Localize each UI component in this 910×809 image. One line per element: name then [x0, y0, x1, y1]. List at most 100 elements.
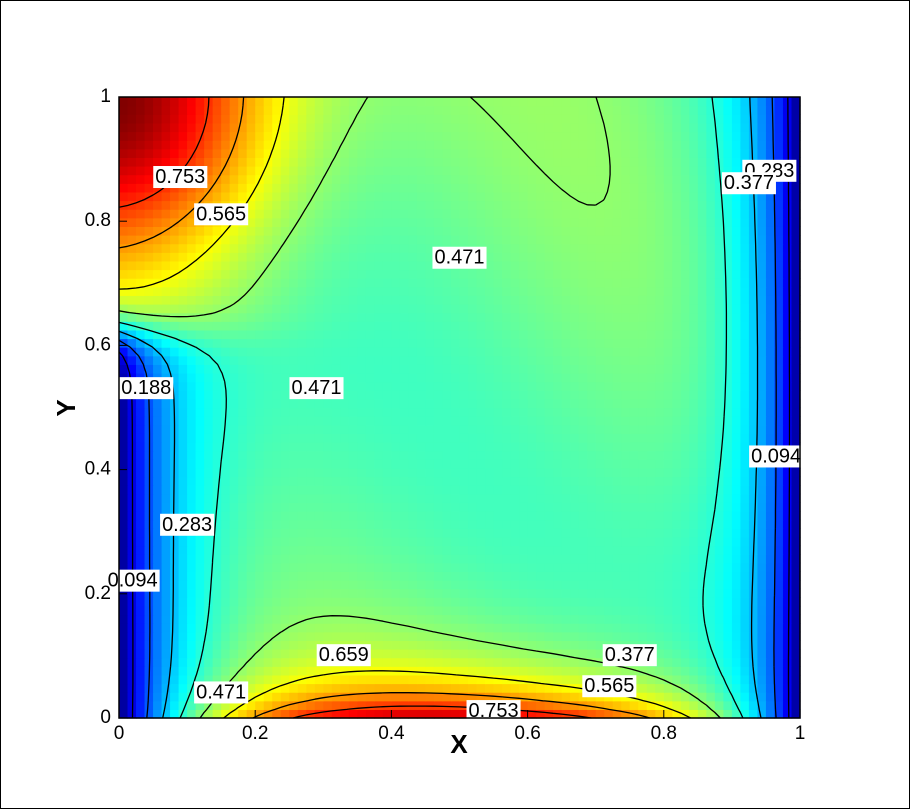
field-cell	[578, 580, 588, 590]
field-cell	[612, 511, 622, 521]
field-cell	[519, 623, 529, 633]
field-cell	[331, 338, 341, 348]
field-cell	[680, 459, 690, 469]
field-cell	[195, 355, 205, 365]
field-cell	[229, 442, 239, 452]
field-cell	[399, 614, 410, 624]
field-cell	[153, 649, 163, 659]
field-cell	[263, 390, 273, 400]
field-cell	[229, 502, 239, 512]
field-cell	[306, 209, 316, 219]
field-cell	[178, 243, 188, 253]
field-cell	[331, 536, 341, 547]
field-cell	[178, 295, 188, 305]
field-cell	[365, 580, 375, 590]
field-cell	[119, 614, 129, 624]
field-cell	[765, 260, 776, 271]
field-cell	[153, 536, 163, 547]
field-cell	[170, 355, 180, 365]
field-cell	[127, 657, 137, 667]
field-cell	[391, 536, 401, 547]
field-cell	[527, 657, 537, 667]
field-cell	[280, 666, 290, 676]
field-cell	[595, 450, 605, 460]
field-cell	[433, 674, 444, 685]
field-cell	[238, 485, 248, 495]
field-cell	[340, 476, 350, 486]
field-cell	[485, 235, 495, 245]
field-cell	[459, 235, 469, 245]
field-cell	[314, 683, 324, 693]
field-cell	[493, 571, 503, 581]
field-cell	[748, 605, 759, 616]
field-cell	[774, 373, 784, 383]
field-cell	[621, 209, 631, 219]
field-cell	[399, 709, 410, 719]
field-cell	[723, 338, 733, 348]
field-cell	[297, 217, 307, 227]
field-cell	[553, 338, 563, 348]
field-cell	[510, 243, 520, 253]
field-cell	[459, 467, 469, 478]
field-cell	[689, 554, 699, 564]
field-cell	[314, 338, 324, 348]
field-cell	[791, 467, 801, 478]
field-cell	[229, 373, 239, 383]
field-cell	[306, 442, 316, 452]
field-cell	[604, 260, 614, 271]
field-cell	[791, 286, 801, 296]
field-cell	[757, 485, 767, 495]
field-cell	[468, 640, 478, 650]
field-cell	[544, 191, 554, 202]
field-cell	[399, 674, 410, 685]
field-cell	[450, 649, 461, 659]
field-cell	[416, 260, 427, 271]
field-cell	[587, 709, 597, 719]
field-cell	[280, 347, 290, 357]
field-cell	[348, 580, 358, 590]
field-cell	[153, 605, 163, 616]
field-cell	[399, 511, 410, 521]
field-cell	[272, 666, 282, 676]
field-cell	[416, 321, 427, 331]
field-cell	[740, 442, 750, 452]
field-cell	[646, 467, 656, 478]
field-cell	[553, 511, 563, 521]
field-cell	[170, 390, 180, 400]
field-cell	[672, 692, 682, 702]
field-cell	[638, 424, 648, 434]
field-cell	[578, 519, 588, 529]
field-cell	[638, 269, 648, 279]
field-cell	[144, 200, 154, 210]
field-cell	[536, 588, 546, 598]
field-cell	[544, 640, 554, 650]
field-cell	[570, 519, 580, 529]
field-cell	[502, 235, 512, 245]
field-cell	[136, 459, 146, 469]
field-cell	[731, 407, 742, 417]
field-cell	[416, 286, 427, 296]
field-cell	[280, 191, 290, 202]
field-cell	[178, 666, 188, 676]
field-cell	[442, 338, 452, 348]
field-cell	[740, 269, 750, 279]
field-cell	[450, 321, 461, 331]
field-cell	[255, 536, 265, 547]
field-cell	[714, 450, 724, 460]
field-cell	[391, 700, 401, 710]
field-cell	[382, 493, 392, 503]
field-cell	[663, 226, 673, 236]
field-cell	[204, 329, 214, 340]
field-cell	[663, 200, 673, 210]
field-cell	[306, 571, 316, 581]
field-cell	[536, 493, 546, 503]
field-cell	[399, 235, 410, 245]
field-cell	[791, 700, 801, 710]
field-cell	[229, 554, 239, 564]
field-cell	[663, 373, 673, 383]
field-cell	[680, 226, 690, 236]
field-cell	[757, 398, 767, 409]
field-cell	[161, 649, 171, 659]
field-cell	[153, 217, 163, 227]
field-cell	[612, 631, 622, 641]
